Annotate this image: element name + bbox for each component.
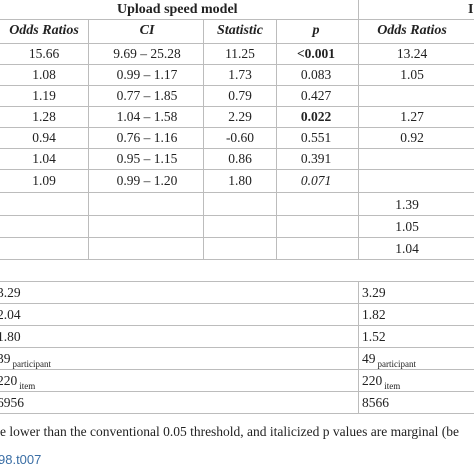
row-rule (0, 43, 474, 44)
row-rule (0, 192, 474, 193)
row-1-p: <0.001 (296, 46, 336, 61)
row-7-stat: 1.80 (228, 173, 252, 188)
row-3-p: 0.427 (300, 88, 332, 103)
re-4-right-value: 49 (362, 351, 376, 366)
re-1-right: 3.29 (362, 285, 386, 300)
row-7-or: 1.09 (32, 173, 56, 188)
re-2-right: 1.82 (362, 307, 386, 322)
col-divider (276, 19, 277, 259)
row-6-p: 0.391 (300, 151, 332, 166)
row-4-or2: 1.27 (400, 109, 424, 124)
row-5-ci: 0.76 – 1.16 (116, 130, 178, 145)
col-divider (203, 19, 204, 259)
re-5-left-value: 220 (0, 373, 18, 388)
row-rule (0, 127, 474, 128)
row-rule (0, 237, 474, 238)
re-5-left: 220 item (0, 373, 36, 391)
col-header-statistic: Statistic (217, 23, 263, 38)
row-5-or2: 0.92 (400, 130, 424, 145)
row-2-ci: 0.99 – 1.17 (116, 67, 178, 82)
row-rule (0, 64, 474, 65)
row-4-stat: 2.29 (228, 109, 252, 124)
re-3-left: 1.80 (0, 329, 21, 344)
col-header-odds-ratios-right: Odds Ratios (377, 23, 447, 38)
row-5-stat: -0.60 (225, 130, 255, 145)
doi-link[interactable]: 98.t007 (0, 452, 42, 467)
row-5-p: 0.551 (300, 130, 332, 145)
row-6-ci: 0.95 – 1.15 (116, 151, 178, 166)
row-3-ci: 0.77 – 1.85 (116, 88, 178, 103)
row-5-or: 0.94 (32, 130, 56, 145)
re-rule (0, 347, 474, 348)
row-4-or: 1.28 (32, 109, 56, 124)
row-rule (0, 106, 474, 107)
re-6-left: 6956 (0, 395, 24, 410)
re-5-right-value: 220 (362, 373, 383, 388)
re-5-right: 220 item (362, 373, 401, 391)
row-8-or2: 1.39 (395, 197, 419, 212)
re-6-right: 8566 (362, 395, 389, 410)
section-rule (0, 281, 474, 282)
row-2-stat: 1.73 (228, 67, 252, 82)
row-3-or: 1.19 (32, 88, 56, 103)
row-1-or: 15.66 (28, 46, 60, 61)
col-divider (358, 0, 359, 259)
re-5-right-sub: item (384, 381, 401, 391)
re-4-left-sub: participant (12, 359, 51, 369)
re-rule (0, 325, 474, 326)
re-3-right: 1.52 (362, 329, 386, 344)
model-title: Upload speed model (117, 2, 238, 17)
row-6-or: 1.04 (32, 151, 56, 166)
row-2-or: 1.08 (32, 67, 56, 82)
col-header-ci: CI (139, 23, 155, 38)
re-col-divider (358, 281, 359, 413)
re-5-left-sub: item (19, 381, 36, 391)
row-4-p: 0.022 (300, 109, 332, 124)
row-3-stat: 0.79 (228, 88, 252, 103)
col-header-p: p (312, 23, 320, 38)
col-divider (88, 19, 89, 259)
row-2-p: 0.083 (300, 67, 332, 82)
re-rule (0, 391, 474, 392)
header-rule-top (0, 19, 358, 20)
re-4-left: 39 participant (0, 351, 51, 369)
row-1-stat: 11.25 (225, 46, 255, 61)
row-1-ci: 9.69 – 25.28 (113, 46, 181, 61)
row-4-ci: 1.04 – 1.58 (116, 109, 178, 124)
row-2-or2: 1.05 (400, 67, 424, 82)
row-6-stat: 0.86 (228, 151, 252, 166)
row-10-or2: 1.04 (395, 241, 419, 256)
row-rule (0, 148, 474, 149)
row-9-or2: 1.05 (395, 219, 419, 234)
row-rule (0, 259, 474, 260)
re-rule (0, 369, 474, 370)
row-7-ci: 0.99 – 1.20 (116, 173, 178, 188)
re-2-left: 2.04 (0, 307, 21, 322)
re-4-left-value: 39 (0, 351, 11, 366)
header-rule-top-right (358, 19, 474, 20)
row-1-or2: 13.24 (396, 46, 428, 61)
right-model-title-fragment: I (468, 2, 474, 17)
row-7-p: 0.071 (300, 173, 332, 188)
re-4-right-sub: participant (377, 359, 416, 369)
re-4-right: 49 participant (362, 351, 416, 369)
table-footnote: e lower than the conventional 0.05 thres… (0, 424, 459, 439)
row-rule (0, 215, 474, 216)
re-1-left: 3.29 (0, 285, 21, 300)
col-header-odds-ratios: Odds Ratios (9, 23, 79, 38)
row-rule (0, 169, 474, 170)
re-rule (0, 413, 474, 414)
re-rule (0, 303, 474, 304)
row-rule (0, 85, 474, 86)
